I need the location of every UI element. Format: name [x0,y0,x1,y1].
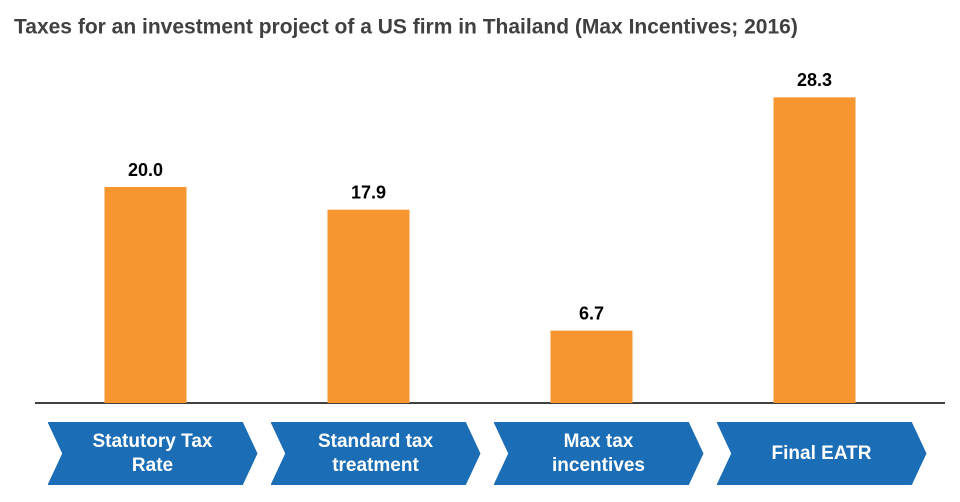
value-label: 17.9 [351,182,386,202]
bar [104,187,187,403]
category-label: Final EATR [716,422,927,485]
value-label: 20.0 [128,160,163,180]
category-label: Max tax incentives [493,422,704,485]
value-label: 28.3 [797,70,832,90]
bar [327,209,410,403]
value-label: 6.7 [579,303,604,323]
bar [550,330,633,403]
category-label: Statutory Tax Rate [47,422,258,485]
bar [773,97,856,404]
chart-title: Taxes for an investment project of a US … [14,16,798,39]
category-label: Standard tax treatment [270,422,481,485]
